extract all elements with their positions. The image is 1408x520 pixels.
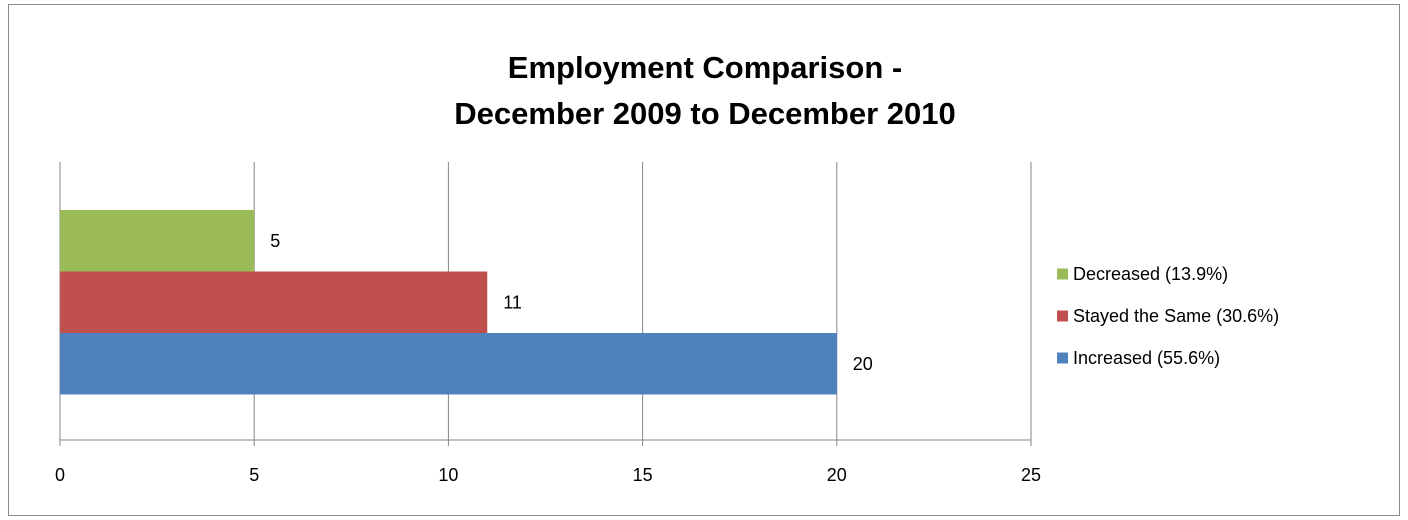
legend-label-increased: Increased (55.6%) [1073, 348, 1220, 368]
legend-swatch-increased [1057, 352, 1068, 364]
bar-increased [60, 333, 837, 395]
x-tick-label-20: 20 [827, 465, 847, 485]
chart-title: Employment Comparison - December 2009 to… [9, 45, 1401, 137]
chart-title-line-2: December 2009 to December 2010 [454, 96, 956, 131]
legend-label-decreased: Decreased (13.9%) [1073, 264, 1228, 284]
bar-decreased [60, 210, 255, 272]
legend-label-stayed: Stayed the Same (30.6%) [1073, 306, 1279, 326]
x-tick-label-5: 5 [249, 465, 259, 485]
data-label-increased: 20 [853, 354, 873, 374]
chart-frame: Employment Comparison - December 2009 to… [8, 4, 1400, 516]
bar-chart: 0 5 10 15 20 25 20 11 5 Decreased (13.9%) Stayed t… [55, 162, 1279, 485]
data-label-stayed: 11 [503, 292, 522, 312]
data-label-decreased: 5 [270, 231, 280, 251]
legend-swatch-decreased [1057, 268, 1068, 280]
x-tick-label-0: 0 [55, 465, 65, 485]
x-tick-label-25: 25 [1021, 465, 1041, 485]
x-tick-label-10: 10 [438, 465, 458, 485]
legend-swatch-stayed [1057, 310, 1068, 322]
chart-title-line-1: Employment Comparison - [507, 50, 903, 85]
bar-stayed [60, 271, 488, 333]
x-tick-label-15: 15 [633, 465, 653, 485]
